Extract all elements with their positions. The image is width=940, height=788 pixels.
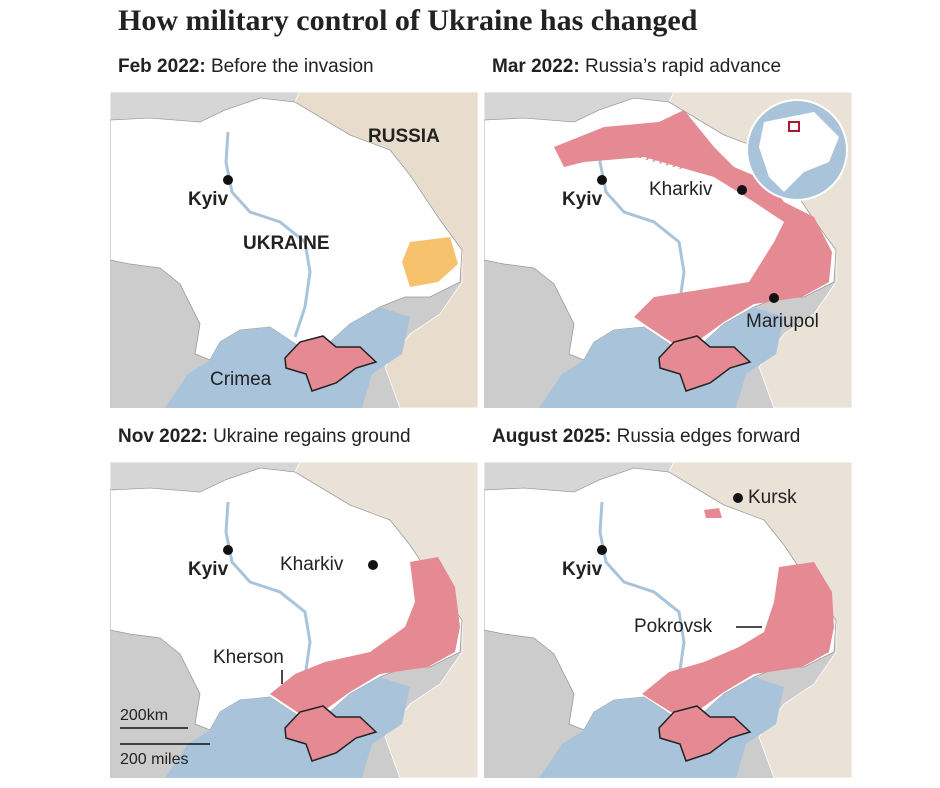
occupied-area (554, 110, 832, 344)
crimea (284, 335, 378, 392)
city-dot (368, 560, 378, 570)
city-dot (597, 545, 607, 555)
scale-km: 200km (120, 707, 168, 724)
place-label: Kharkiv (649, 179, 713, 200)
ukraine (110, 97, 463, 361)
city-dot (223, 175, 233, 185)
city-dot (597, 175, 607, 185)
place-label: Mariupol (746, 311, 819, 332)
river (224, 501, 312, 708)
crimea (658, 335, 752, 392)
place-label: Kyiv (562, 189, 603, 210)
panel-heading: Mar 2022: Russia’s rapid advance (492, 56, 781, 78)
panel-date: Mar 2022: (492, 56, 580, 77)
crimea (284, 705, 378, 762)
city-dot (223, 545, 233, 555)
title: How military control of Ukraine has chan… (118, 4, 698, 37)
occupied-area (270, 557, 460, 714)
panel-caption: Before the invasion (210, 56, 374, 77)
map-panel: Kyiv RUSSIA UKRAINE Crimea (110, 92, 478, 408)
city-dot (733, 493, 743, 503)
place-label: Kharkiv (280, 554, 344, 575)
place-label: Kursk (748, 487, 797, 508)
place-label: UKRAINE (243, 233, 330, 254)
occupied-area (402, 237, 458, 287)
crimea (658, 705, 752, 762)
panel-caption: Russia edges forward (616, 426, 801, 447)
map-panel: Kyiv Kharkiv Kherson 200km 200 miles (110, 462, 478, 778)
occupied-area (704, 508, 722, 518)
place-label: Crimea (210, 369, 272, 390)
panel-date: Nov 2022: (118, 426, 208, 447)
river (598, 501, 686, 708)
occupied-area (642, 562, 834, 714)
place-label: Kyiv (188, 559, 229, 580)
panel-caption: Ukraine regains ground (213, 426, 411, 447)
globe-marker (788, 121, 800, 132)
place-label: Kherson (213, 647, 284, 668)
panel-date: August 2025: (492, 426, 612, 447)
panel-heading: August 2025: Russia edges forward (492, 426, 800, 448)
map-panel: Kyiv Kharkiv Mariupol (484, 92, 852, 408)
river (224, 131, 312, 338)
place-label: Kyiv (562, 559, 603, 580)
panel-caption: Russia’s rapid advance (584, 56, 782, 77)
map-panel: Kyiv Kursk Pokrovsk (484, 462, 852, 778)
scale-miles: 200 miles (120, 751, 188, 768)
city-dot (737, 185, 747, 195)
place-label: RUSSIA (368, 126, 440, 147)
place-label: Kyiv (188, 189, 229, 210)
globe-land (759, 112, 839, 192)
city-dot (769, 293, 779, 303)
place-label: Pokrovsk (634, 616, 713, 637)
panel-date: Feb 2022: (118, 56, 206, 77)
panel-heading: Nov 2022: Ukraine regains ground (118, 426, 411, 448)
panel-heading: Feb 2022: Before the invasion (118, 56, 374, 78)
